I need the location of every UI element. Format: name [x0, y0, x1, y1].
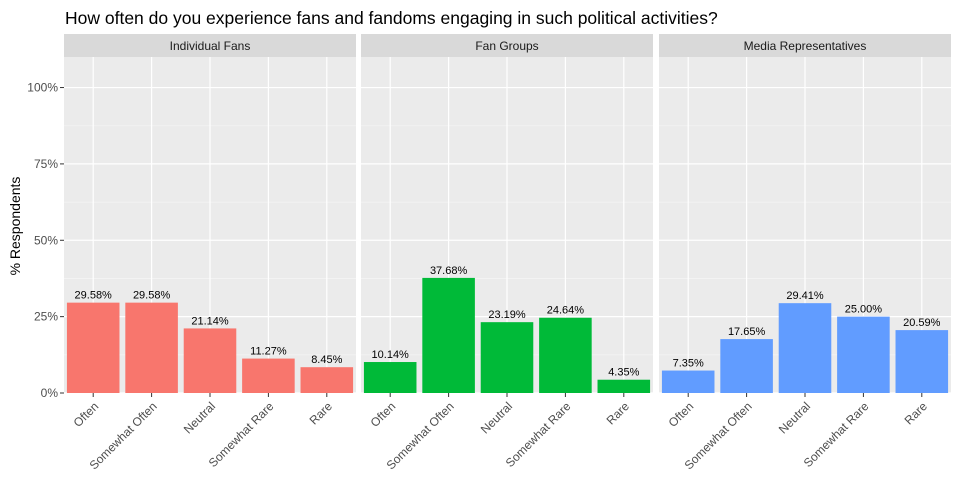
facet-title: Fan Groups: [475, 39, 538, 53]
bar-value-label: 8.45%: [311, 354, 342, 366]
bar: [242, 358, 295, 393]
bar: [661, 370, 715, 393]
bar-value-label: 21.14%: [191, 315, 229, 327]
bar: [597, 379, 651, 393]
bar: [837, 316, 890, 393]
bar-value-label: 25.00%: [845, 304, 883, 316]
bar-value-label: 24.64%: [547, 305, 585, 317]
bar: [422, 277, 475, 393]
bar-value-label: 4.35%: [608, 367, 639, 379]
x-tick-label: Neutral: [478, 399, 515, 436]
bar: [363, 362, 417, 393]
x-tick-label: Neutral: [776, 399, 813, 436]
x-tick-label: Often: [368, 399, 399, 430]
x-tick-label: Rare: [307, 399, 336, 428]
facet-panel: Media Representatives 7.35% 17.65% 29.41% 25…: [659, 34, 951, 472]
x-tick-label: Rare: [604, 399, 633, 428]
bar-value-label: 17.65%: [728, 326, 766, 338]
bar-value-label: 20.59%: [903, 317, 941, 329]
x-tick-label: Often: [71, 399, 102, 430]
facet-strip: [659, 34, 951, 57]
bar-value-label: 23.19%: [488, 309, 526, 321]
facet-panel: Fan Groups 10.14% 37.68% 23.19% 24.64% 4.35% O…: [361, 34, 653, 472]
bar-value-label: 7.35%: [673, 358, 704, 370]
bar-value-label: 29.58%: [75, 290, 113, 302]
y-tick-label: 0%: [41, 386, 59, 400]
x-tick-label: Neutral: [181, 399, 218, 436]
bar: [778, 303, 832, 393]
bar: [480, 322, 534, 393]
bar-value-label: 37.68%: [430, 265, 468, 277]
bar: [125, 302, 178, 393]
facet-title: Media Representatives: [744, 39, 867, 53]
bar-value-label: 29.41%: [786, 290, 824, 302]
bar: [300, 367, 354, 393]
chart-title: How often do you experience fans and fan…: [65, 8, 718, 28]
bar: [66, 302, 120, 393]
y-tick-label: 75%: [34, 157, 58, 171]
facet-panel: Individual Fans 29.58% 29.58% 21.14% 11.27% 8…: [64, 34, 356, 472]
bar: [720, 339, 773, 393]
bar: [895, 330, 949, 393]
bar: [183, 328, 237, 393]
y-axis-label: % Respondents: [7, 177, 23, 276]
facet-strip: [64, 34, 356, 57]
x-tick-label: Rare: [902, 399, 931, 428]
y-tick-label: 50%: [34, 233, 58, 247]
x-tick-label: Often: [666, 399, 697, 430]
bar-value-label: 29.58%: [133, 290, 171, 302]
bar: [539, 317, 592, 393]
facet-strip: [361, 34, 653, 57]
facet-title: Individual Fans: [170, 39, 251, 53]
bar-value-label: 10.14%: [372, 349, 410, 361]
y-tick-label: 25%: [34, 310, 58, 324]
bar-value-label: 11.27%: [250, 346, 287, 358]
y-tick-label: 100%: [27, 81, 58, 95]
